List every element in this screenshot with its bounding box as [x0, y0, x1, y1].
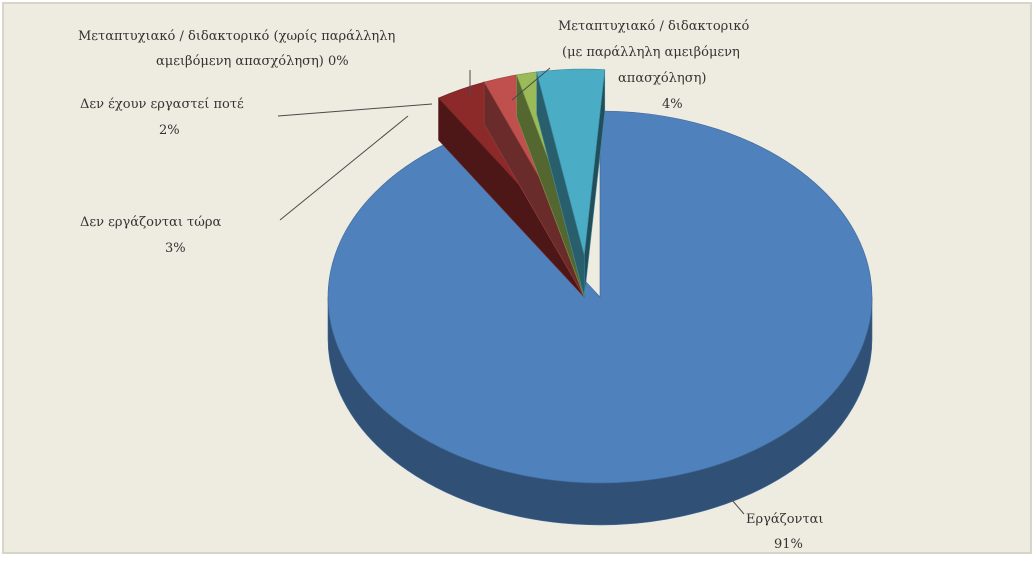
pie-slice-1: [327, 110, 873, 526]
leader-postgrad-with-job: [511, 67, 551, 101]
label-postgrad-with-job-line2: (με παράλληλη αμειβόμενη: [562, 45, 740, 60]
pie-slice-5: [536, 68, 606, 298]
leader-never-worked: [277, 103, 433, 117]
label-never-worked: Δεν έχουν εργαστεί ποτέ: [80, 97, 244, 112]
leader-not-working-now: [279, 115, 409, 221]
slice-top: [327, 110, 873, 484]
leader-lines: [277, 67, 745, 515]
slice-top: [536, 68, 606, 256]
label-postgrad-no-job-line2: αμειβόμενη απασχόληση) 0%: [156, 54, 349, 69]
slices-layer: [327, 68, 873, 526]
label-postgrad-with-job-line3: απασχόληση): [618, 71, 706, 86]
label-never-worked-pct: 2%: [159, 123, 180, 138]
label-working-pct: 91%: [774, 537, 803, 552]
label-postgrad-with-job-pct: 4%: [662, 97, 683, 112]
label-not-working-now-pct: 3%: [165, 241, 186, 256]
pie-chart: Μεταπτυχιακό / διδακτορικό (χωρίς παράλλ…: [78, 19, 873, 552]
label-postgrad-with-job-line1: Μεταπτυχιακό / διδακτορικό: [558, 19, 750, 34]
chart-frame: Μεταπτυχιακό / διδακτορικό (χωρίς παράλλ…: [2, 2, 1032, 554]
label-postgrad-no-job-line1: Μεταπτυχιακό / διδακτορικό (χωρίς παράλλ…: [78, 29, 395, 44]
label-not-working-now: Δεν εργάζονται τώρα: [80, 215, 221, 230]
leader-working: [731, 499, 745, 515]
label-working: Εργάζονται: [746, 512, 824, 527]
